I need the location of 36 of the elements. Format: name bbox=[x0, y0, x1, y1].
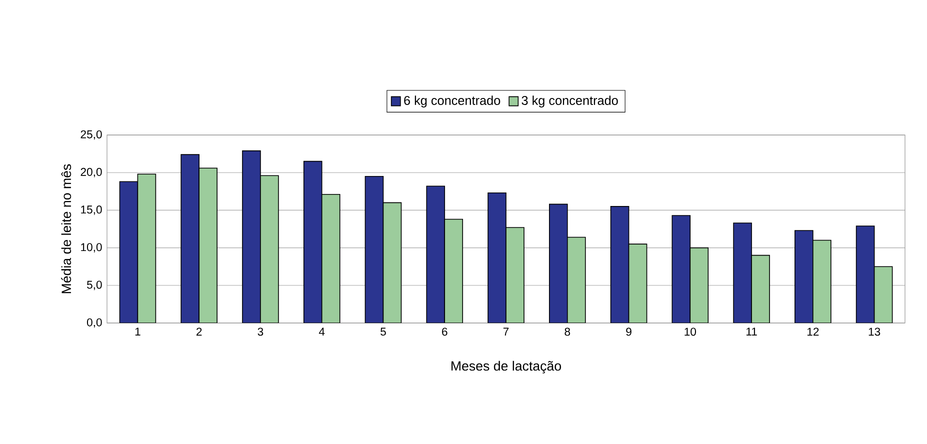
x-tick-label: 7 bbox=[503, 328, 509, 336]
y-tick-label: 15,0 bbox=[81, 206, 102, 215]
x-axis-title: Meses de lactação bbox=[452, 360, 562, 374]
x-tick-label: 2 bbox=[196, 328, 202, 336]
y-tick-label: 10,0 bbox=[81, 243, 102, 252]
legend-label: 3 kg concentrado bbox=[522, 96, 618, 108]
y-tick-label: 0,0 bbox=[86, 318, 102, 328]
x-tick-label: 12 bbox=[807, 328, 819, 336]
bar bbox=[812, 240, 832, 323]
x-tick-label: 8 bbox=[564, 328, 570, 336]
x-tick-label: 6 bbox=[442, 328, 448, 336]
x-tick-label: 11 bbox=[746, 328, 757, 336]
x-tick-label: 13 bbox=[868, 328, 880, 336]
bar bbox=[137, 174, 156, 323]
bar bbox=[260, 175, 279, 323]
bar bbox=[690, 247, 709, 323]
x-tick-label: 1 bbox=[135, 328, 140, 336]
bar bbox=[382, 202, 402, 323]
legend-label: 6 kg concentrado bbox=[404, 96, 500, 108]
y-tick-label: 20,0 bbox=[80, 168, 102, 178]
x-tick-label: 3 bbox=[258, 328, 264, 336]
x-tick-label: 9 bbox=[626, 328, 632, 336]
x-tick-label: 10 bbox=[684, 328, 696, 336]
x-tick-label: 4 bbox=[318, 328, 325, 336]
bar bbox=[566, 236, 586, 323]
bar bbox=[506, 227, 524, 323]
bar bbox=[321, 194, 340, 323]
bar bbox=[444, 218, 464, 323]
bar bbox=[628, 244, 648, 323]
y-tick-label: 5,0 bbox=[87, 280, 102, 290]
y-tick-label: 25,0 bbox=[80, 130, 102, 140]
y-axis-title: Média de leite no mês bbox=[61, 164, 72, 294]
bar bbox=[751, 254, 770, 323]
bar bbox=[198, 168, 218, 323]
x-tick-label: 5 bbox=[380, 328, 386, 336]
bar bbox=[874, 266, 893, 323]
